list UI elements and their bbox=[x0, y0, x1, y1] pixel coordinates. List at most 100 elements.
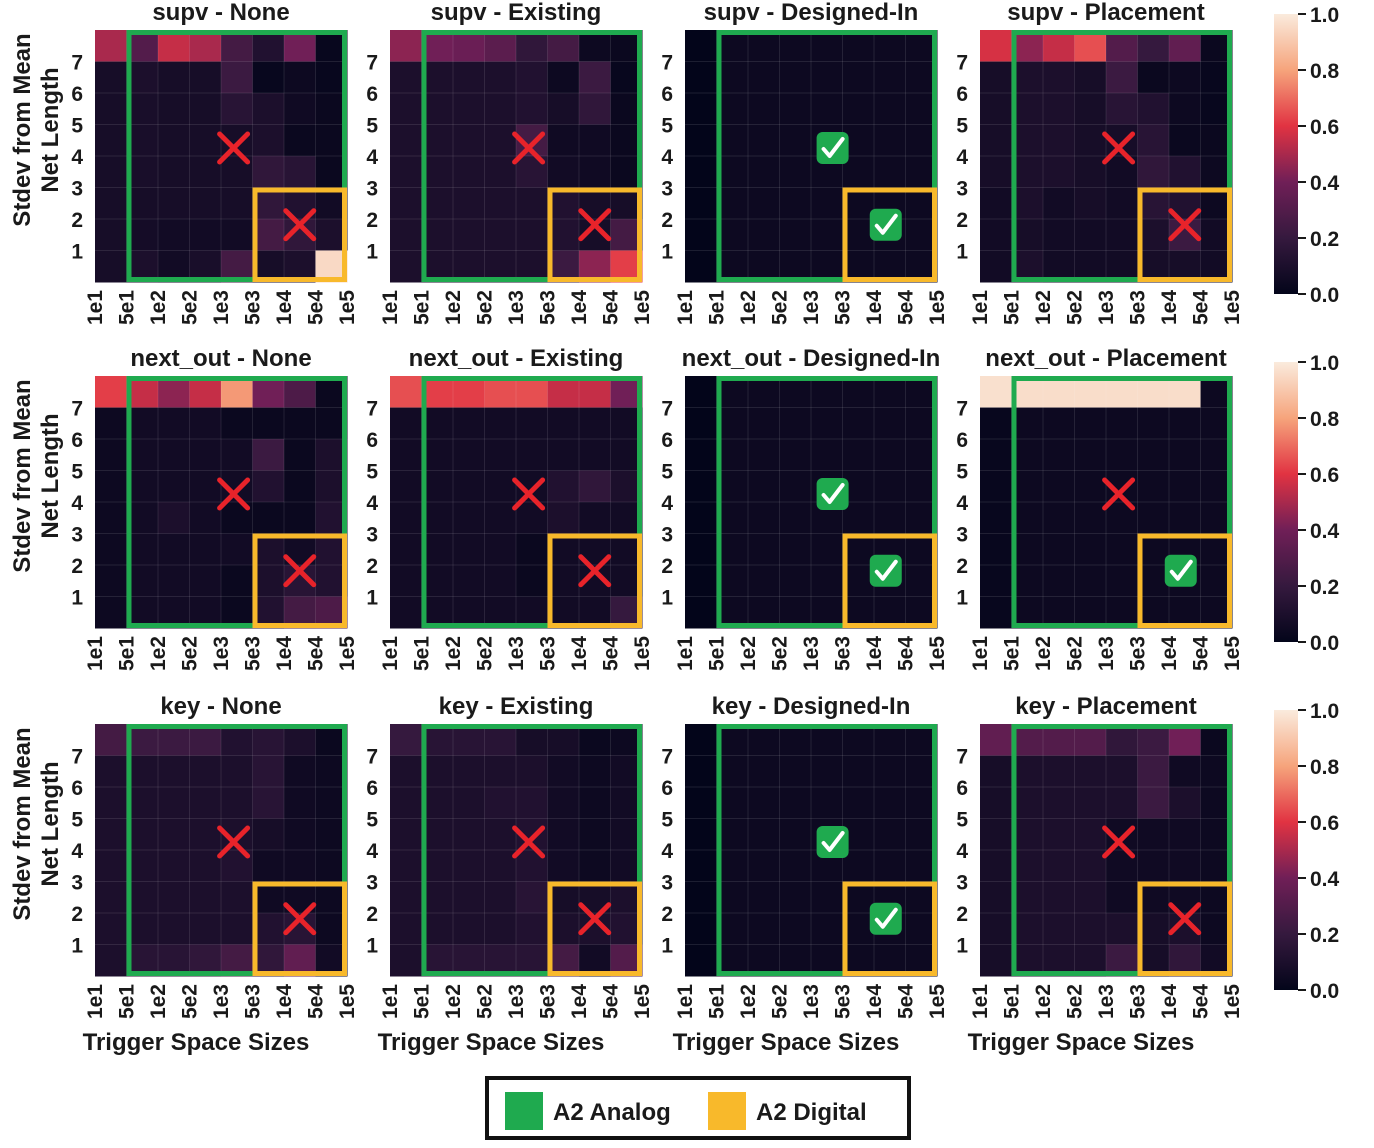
heatmap-cell bbox=[95, 787, 127, 819]
heatmap-cell bbox=[874, 124, 906, 157]
y-tick-label: 4 bbox=[661, 492, 673, 515]
y-tick-label: 7 bbox=[366, 52, 378, 75]
heatmap-cell bbox=[547, 470, 580, 503]
x-tick-label: 5e3 bbox=[242, 984, 265, 1019]
heatmap-cell bbox=[1074, 376, 1107, 408]
heatmap-cell bbox=[811, 439, 843, 471]
x-tick-label: 1e5 bbox=[1221, 290, 1244, 325]
heatmap-cell bbox=[390, 93, 422, 125]
heatmap-cell bbox=[1074, 30, 1107, 62]
a2-analog-region bbox=[1011, 30, 1232, 282]
heatmap-cell bbox=[390, 30, 422, 62]
heatmap-cell bbox=[95, 439, 127, 471]
heatmap-cell bbox=[189, 61, 222, 94]
heatmap-cell bbox=[390, 755, 422, 788]
heatmap-cell bbox=[284, 850, 316, 882]
heatmap-cell bbox=[685, 724, 717, 756]
heatmap-cell bbox=[421, 93, 454, 125]
y-tick-label: 4 bbox=[366, 840, 378, 863]
heatmap-cell bbox=[1137, 61, 1170, 94]
y-tick-label: 6 bbox=[956, 777, 968, 800]
heatmap-cell bbox=[874, 376, 906, 408]
x-tick-label: 5e1 bbox=[411, 984, 434, 1019]
heatmap-cell bbox=[1137, 30, 1170, 62]
y-tick-label: 3 bbox=[661, 872, 673, 895]
heatmap-cell bbox=[189, 156, 222, 188]
x-tick-label: 1e5 bbox=[926, 290, 949, 325]
x-tick-label: 1e1 bbox=[969, 290, 992, 325]
x-tick-label: 1e4 bbox=[1158, 984, 1181, 1019]
y-tick-label: 2 bbox=[366, 903, 378, 926]
x-tick-label: 5e4 bbox=[1190, 290, 1213, 325]
heatmap-cell bbox=[189, 502, 222, 534]
x-tick-label: 1e2 bbox=[1032, 984, 1055, 1019]
heatmap-cell bbox=[1043, 881, 1075, 914]
heatmap-cell bbox=[748, 787, 780, 819]
y-tick-label: 3 bbox=[661, 178, 673, 201]
heatmap-cell bbox=[579, 30, 611, 62]
heatmap-cell bbox=[453, 30, 485, 62]
heatmap-cell bbox=[421, 439, 454, 471]
a2-digital-region bbox=[252, 881, 347, 976]
a2-digital-region bbox=[547, 187, 642, 282]
heatmap-cell bbox=[842, 407, 875, 440]
heatmap-cell bbox=[842, 61, 875, 94]
heatmap-cell bbox=[453, 376, 485, 408]
y-tick-label: 7 bbox=[956, 52, 968, 75]
heatmap-cell bbox=[685, 850, 717, 882]
heatmap-cell bbox=[221, 93, 253, 125]
x-tick-label: 5e2 bbox=[769, 984, 792, 1019]
heatmap-cell bbox=[221, 724, 253, 756]
heatmap-cell bbox=[547, 881, 580, 914]
heatmap-cell bbox=[811, 93, 843, 125]
heatmap-cell bbox=[95, 850, 127, 882]
heatmap-cell bbox=[252, 755, 285, 788]
y-tick-label: 4 bbox=[366, 146, 378, 169]
x-tick-label: 1e2 bbox=[1032, 290, 1055, 325]
heatmap-cell bbox=[1074, 850, 1107, 882]
heatmap-cell bbox=[95, 93, 127, 125]
heatmap-panel: supv - None 7 6 5 4 3 2 1 1e1 5e1 1e2 5e2 1e3 5e3 1e4 5… bbox=[71, 0, 359, 325]
x-tick-label: 1e1 bbox=[674, 636, 697, 671]
red-cross-icon bbox=[217, 825, 251, 859]
colorbar-tick-label: 1.0 bbox=[1310, 4, 1339, 27]
x-tick-label: 1e3 bbox=[210, 290, 233, 325]
panel-title: next_out - Designed-In bbox=[682, 345, 941, 372]
heatmap-cell bbox=[158, 565, 190, 597]
heatmap-cell bbox=[1137, 881, 1170, 914]
heatmap-cell bbox=[158, 755, 190, 788]
heatmap-cell bbox=[748, 724, 780, 756]
heatmap-cell bbox=[126, 470, 159, 503]
heatmap-cell bbox=[95, 944, 127, 977]
heatmap-cell bbox=[252, 565, 285, 597]
heatmap-cell bbox=[421, 156, 454, 188]
colorbar: 0.0 0.2 0.4 0.6 0.8 1.0 bbox=[1274, 700, 1340, 1003]
heatmap-cell bbox=[874, 61, 906, 94]
heatmap-cell bbox=[811, 755, 843, 788]
heatmap-cell bbox=[811, 565, 843, 597]
a2-digital-region bbox=[842, 533, 937, 628]
heatmap-cell bbox=[716, 407, 749, 440]
heatmap-cell bbox=[716, 818, 749, 851]
heatmap-cell bbox=[1011, 219, 1044, 251]
y-tick-label: 7 bbox=[661, 398, 673, 421]
heatmap-panel: key - None 7 6 5 4 3 2 1 1e1 5e1 1e2 5e2 1e3 5e3 1e4 5e… bbox=[71, 693, 359, 1019]
y-tick-label: 7 bbox=[71, 52, 83, 75]
y-tick-label: 6 bbox=[661, 83, 673, 106]
x-tick-label: 1e1 bbox=[84, 984, 107, 1019]
legend-item: A2 Digital bbox=[708, 1092, 867, 1130]
heatmap-cell bbox=[980, 724, 1012, 756]
heatmap-cell bbox=[252, 93, 285, 125]
colorbar-tick-label: 0.4 bbox=[1310, 520, 1340, 543]
y-tick-label: 4 bbox=[956, 492, 968, 515]
heatmap-cell bbox=[484, 61, 517, 94]
x-tick-label: 1e2 bbox=[737, 984, 760, 1019]
x-tick-label: 1e5 bbox=[631, 290, 654, 325]
heatmap-cell bbox=[685, 61, 717, 94]
heatmap-cell bbox=[811, 533, 843, 566]
y-tick-label: 4 bbox=[661, 840, 673, 863]
heatmap-cell bbox=[252, 502, 285, 534]
heatmap-panel: key - Designed-In 7 6 5 4 3 2 1 1e1 5e1 1e2 5e2 1e3 5… bbox=[661, 693, 949, 1019]
heatmap-cell bbox=[284, 818, 316, 851]
heatmap-cell bbox=[874, 407, 906, 440]
